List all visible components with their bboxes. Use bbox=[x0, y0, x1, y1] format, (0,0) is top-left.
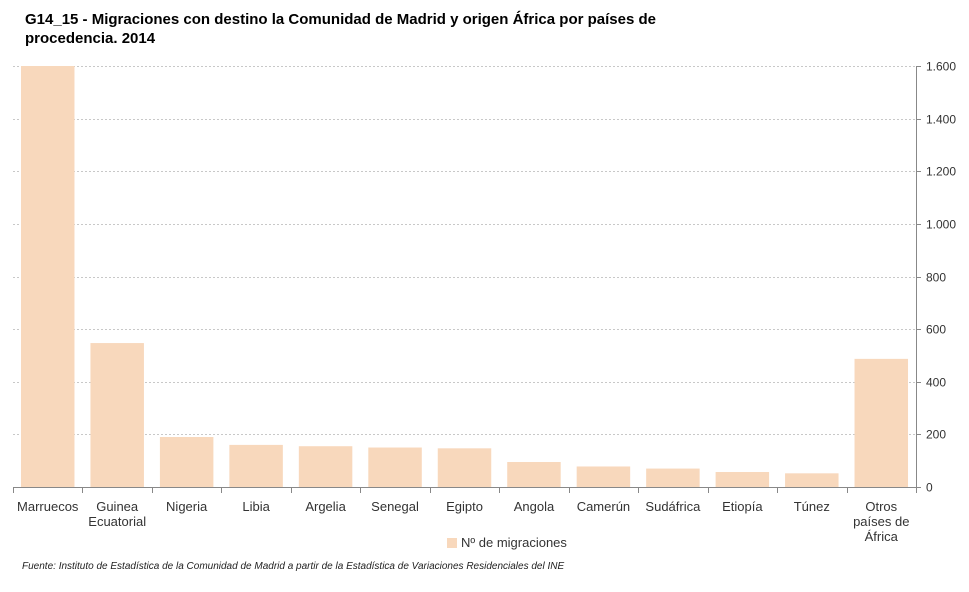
y-tick-label: 1.000 bbox=[926, 218, 956, 232]
bar bbox=[785, 473, 839, 487]
bars bbox=[20, 66, 909, 487]
chart-title: G14_15 - Migraciones con destino la Comu… bbox=[25, 11, 656, 47]
axis-labels: 0 200 400 600 800 1.000 1.200 1.400 1.600 Marruec… bbox=[17, 60, 956, 545]
x-tick-label: Libia bbox=[242, 499, 270, 514]
axes bbox=[13, 66, 921, 493]
bar bbox=[159, 437, 214, 487]
bar bbox=[368, 447, 422, 487]
bar bbox=[20, 66, 75, 487]
x-tick-label: Argelia bbox=[305, 499, 346, 514]
x-tick-label: Senegal bbox=[371, 499, 419, 514]
y-tick-label: 400 bbox=[926, 376, 946, 390]
y-tick-label: 600 bbox=[926, 323, 946, 337]
bar bbox=[576, 466, 631, 487]
x-tick-label: Túnez bbox=[794, 499, 830, 514]
x-tick-label: Sudáfrica bbox=[645, 499, 701, 514]
y-tick-label: 1.400 bbox=[926, 113, 956, 127]
bar bbox=[90, 343, 144, 487]
legend: Nº de migraciones bbox=[447, 535, 567, 550]
bar bbox=[437, 448, 492, 487]
y-tick-label: 1.200 bbox=[926, 165, 956, 179]
bar bbox=[507, 462, 561, 487]
gridlines bbox=[13, 66, 916, 435]
x-tick-label: Camerún bbox=[577, 499, 630, 514]
bar bbox=[298, 446, 353, 487]
y-tick-label: 0 bbox=[926, 481, 933, 495]
bar bbox=[646, 468, 700, 487]
x-tick-label: Angola bbox=[514, 499, 555, 514]
bar bbox=[715, 472, 770, 487]
y-tick-label: 1.600 bbox=[926, 60, 956, 74]
x-tick-label: Marruecos bbox=[17, 499, 79, 514]
x-tick-label: Egipto bbox=[446, 499, 483, 514]
x-tick-label: Otros países de África bbox=[853, 499, 909, 544]
legend-swatch bbox=[447, 537, 457, 548]
x-tick-label: Etiopía bbox=[722, 499, 763, 514]
bar bbox=[854, 358, 909, 487]
bar bbox=[229, 444, 283, 487]
legend-label: Nº de migraciones bbox=[461, 535, 567, 550]
x-tick-label: Nigeria bbox=[166, 499, 208, 514]
x-tick-label: Guinea Ecuatorial bbox=[88, 499, 146, 529]
y-tick-label: 200 bbox=[926, 428, 946, 442]
y-tick-label: 800 bbox=[926, 271, 946, 285]
source-note: Fuente: Instituto de Estadística de la C… bbox=[22, 561, 565, 572]
